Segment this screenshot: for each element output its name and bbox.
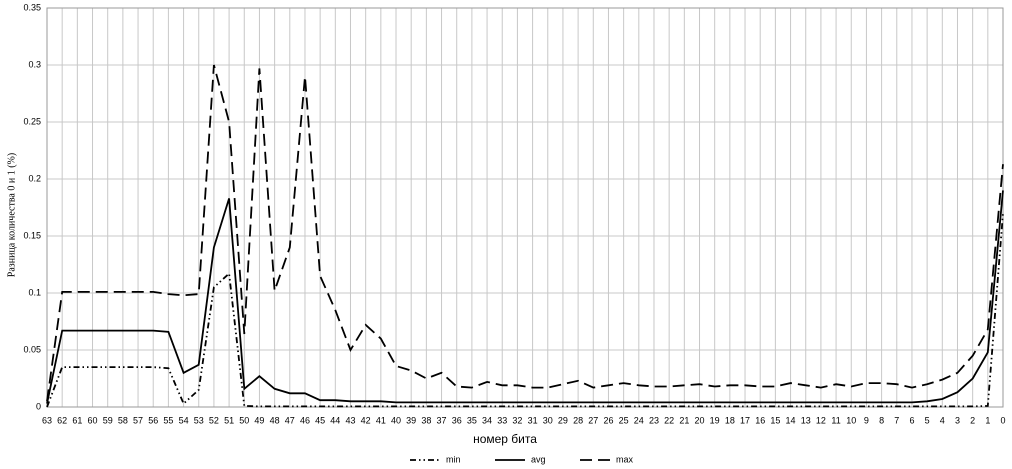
line-series bbox=[46, 190, 1004, 404]
x-tick-label: 40 bbox=[391, 415, 401, 425]
x-tick-label: 22 bbox=[664, 415, 674, 425]
x-tick-label: 48 bbox=[270, 415, 280, 425]
x-tick-label: 10 bbox=[846, 415, 856, 425]
x-tick-label: 45 bbox=[315, 415, 325, 425]
x-tick-label: 32 bbox=[512, 415, 522, 425]
x-tick-label: 2 bbox=[970, 415, 975, 425]
x-tick-label: 63 bbox=[42, 415, 52, 425]
x-tick-label: 13 bbox=[801, 415, 811, 425]
x-tick-label: 21 bbox=[679, 415, 689, 425]
x-tick-label: 44 bbox=[330, 415, 340, 425]
x-tick-label: 57 bbox=[133, 415, 143, 425]
x-tick-label: 47 bbox=[285, 415, 295, 425]
x-tick-label: 24 bbox=[634, 415, 644, 425]
x-tick-label: 23 bbox=[649, 415, 659, 425]
x-tick-label: 20 bbox=[695, 415, 705, 425]
x-tick-label: 58 bbox=[118, 415, 128, 425]
x-tick-label: 55 bbox=[163, 415, 173, 425]
y-tick-label: 0.05 bbox=[23, 344, 41, 354]
x-tick-label: 8 bbox=[879, 415, 884, 425]
x-tick-label: 46 bbox=[300, 415, 310, 425]
x-tick-label: 52 bbox=[209, 415, 219, 425]
x-tick-label: 42 bbox=[361, 415, 371, 425]
x-tick-label: 6 bbox=[909, 415, 914, 425]
x-tick-label: 49 bbox=[254, 415, 264, 425]
y-tick-label: 0.15 bbox=[23, 230, 41, 240]
x-tick-label: 17 bbox=[740, 415, 750, 425]
x-axis-label: номер бита bbox=[473, 432, 537, 446]
x-tick-label: 53 bbox=[194, 415, 204, 425]
x-tick-label: 35 bbox=[467, 415, 477, 425]
x-tick-label: 18 bbox=[725, 415, 735, 425]
x-tick-label: 9 bbox=[864, 415, 869, 425]
x-tick-label: 4 bbox=[940, 415, 945, 425]
x-tick-label: 15 bbox=[770, 415, 780, 425]
y-tick-label: 0.2 bbox=[28, 173, 41, 183]
x-tick-label: 25 bbox=[619, 415, 629, 425]
y-tick-label: 0.3 bbox=[28, 59, 41, 69]
x-tick-label: 29 bbox=[558, 415, 568, 425]
x-tick-label: 28 bbox=[573, 415, 583, 425]
x-tick-label: 38 bbox=[421, 415, 431, 425]
legend-label: min bbox=[446, 454, 461, 464]
x-tick-label: 54 bbox=[179, 415, 189, 425]
x-tick-label: 37 bbox=[437, 415, 447, 425]
x-tick-label: 11 bbox=[831, 415, 840, 425]
x-tick-label: 7 bbox=[894, 415, 899, 425]
x-tick-label: 61 bbox=[72, 415, 82, 425]
x-tick-label: 62 bbox=[57, 415, 67, 425]
x-tick-label: 50 bbox=[239, 415, 249, 425]
line-series bbox=[46, 64, 1004, 402]
x-tick-label: 56 bbox=[148, 415, 158, 425]
x-tick-label: 14 bbox=[786, 415, 796, 425]
y-tick-label: 0.25 bbox=[23, 116, 41, 126]
y-tick-label: 0 bbox=[36, 401, 41, 411]
line-series bbox=[46, 213, 1004, 408]
legend-label: max bbox=[616, 454, 634, 464]
x-tick-label: 19 bbox=[710, 415, 720, 425]
x-tick-label: 30 bbox=[543, 415, 553, 425]
x-tick-label: 16 bbox=[755, 415, 765, 425]
legend-label: avg bbox=[531, 454, 546, 464]
x-tick-label: 5 bbox=[925, 415, 930, 425]
x-tick-label: 41 bbox=[376, 415, 386, 425]
x-tick-label: 43 bbox=[345, 415, 355, 425]
x-tick-label: 27 bbox=[588, 415, 598, 425]
y-tick-label: 0.35 bbox=[23, 2, 41, 12]
y-axis-label: Разница количества 0 и 1 (%) bbox=[6, 153, 17, 277]
x-tick-label: 12 bbox=[816, 415, 826, 425]
x-tick-label: 33 bbox=[497, 415, 507, 425]
x-tick-label: 59 bbox=[103, 415, 113, 425]
x-tick-label: 31 bbox=[528, 415, 538, 425]
plot-border bbox=[46, 7, 1004, 408]
x-tick-label: 1 bbox=[985, 415, 990, 425]
x-tick-label: 0 bbox=[1000, 415, 1005, 425]
x-tick-label: 39 bbox=[406, 415, 416, 425]
x-tick-label: 36 bbox=[452, 415, 462, 425]
x-tick-label: 34 bbox=[482, 415, 492, 425]
x-tick-label: 60 bbox=[88, 415, 98, 425]
x-tick-label: 3 bbox=[955, 415, 960, 425]
x-tick-label: 26 bbox=[603, 415, 613, 425]
x-tick-label: 51 bbox=[224, 415, 234, 425]
y-tick-label: 0.1 bbox=[28, 287, 41, 297]
